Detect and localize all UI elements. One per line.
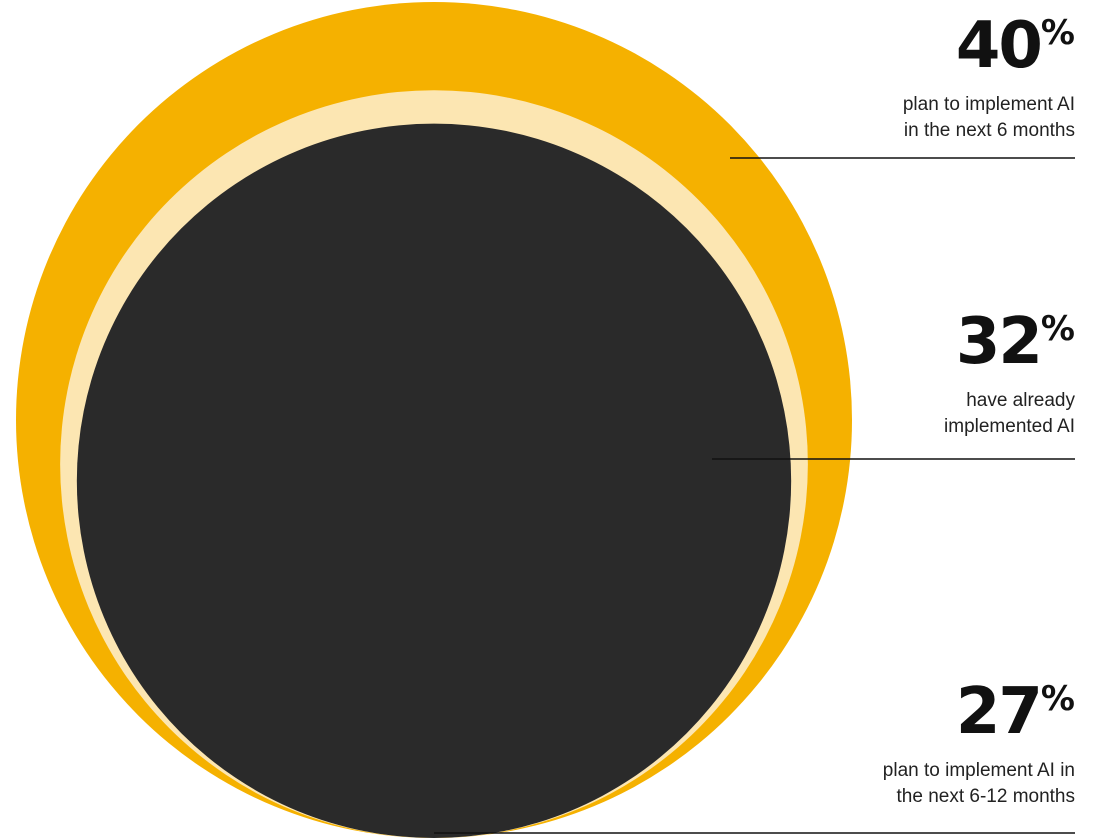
label-32-percent: 32% have already implemented AI [944, 310, 1075, 440]
circle-27-percent [76, 123, 792, 838]
description-27-percent: plan to implement AI in the next 6-12 mo… [882, 760, 1075, 807]
label-27-percent: 27% plan to implement AI in the next 6-1… [883, 680, 1075, 810]
description-40-percent: plan to implement AI in the next 6 month… [902, 94, 1075, 141]
value-40-percent: 40% [955, 9, 1075, 83]
value-27-percent: 27% [955, 675, 1075, 749]
label-40-percent: 40% plan to implement AI in the next 6 m… [903, 14, 1075, 144]
description-32-percent: have already implemented AI [944, 390, 1075, 437]
value-32-percent: 32% [955, 305, 1075, 379]
